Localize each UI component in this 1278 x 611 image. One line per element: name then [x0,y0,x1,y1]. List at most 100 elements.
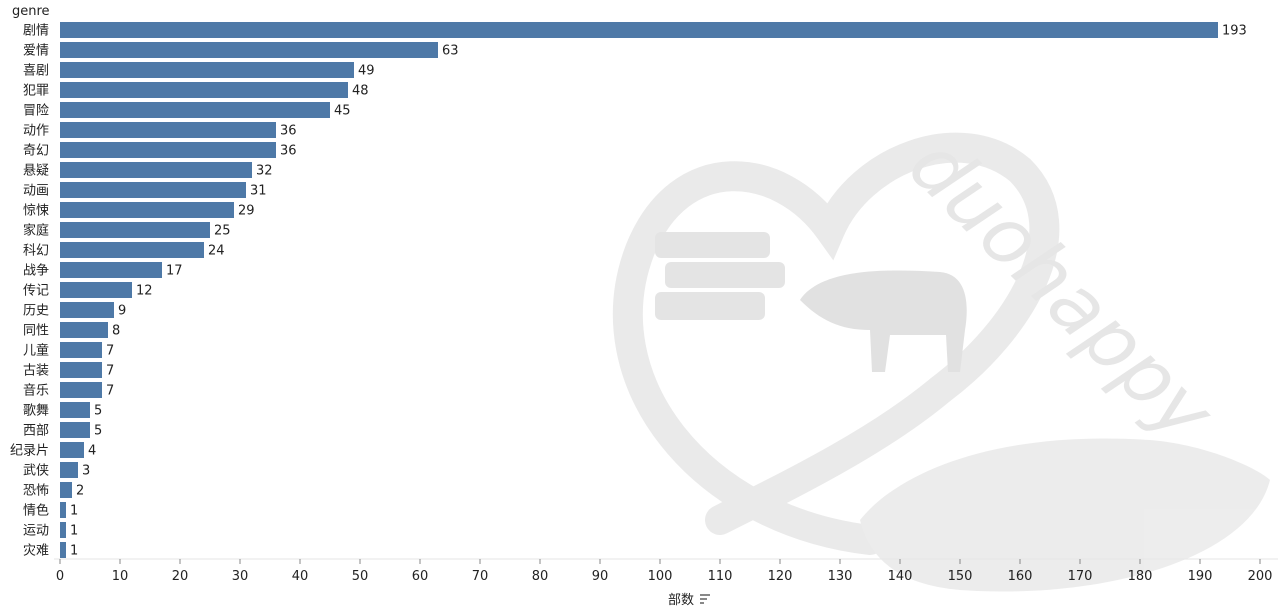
bar[interactable] [60,162,252,178]
x-tick-label: 60 [412,569,429,584]
x-tick-label: 70 [472,569,489,584]
category-label: 古装 [23,364,49,379]
category-label: 动画 [23,184,49,199]
value-label: 45 [334,104,351,119]
category-label: 喜剧 [23,64,49,79]
category-label: 灾难 [23,543,49,559]
value-label: 31 [250,184,267,199]
value-label: 2 [76,484,84,499]
category-label: 冒险 [23,104,49,119]
bar[interactable] [60,122,276,138]
value-label: 29 [238,204,255,219]
x-tick-label: 170 [1068,569,1093,584]
category-label: 儿童 [23,343,49,359]
category-label: 纪录片 [10,444,49,459]
category-label: 运动 [23,524,49,539]
bar[interactable] [60,302,114,318]
category-label: 动作 [23,124,49,139]
x-axis-title: 部数 [668,593,694,608]
x-axis: 0 10 20 30 40 50 60 70 80 90 100 110 120 130 140 150 160… [54,558,1278,584]
bar[interactable] [60,502,66,518]
bar[interactable] [60,182,246,198]
x-tick-label: 90 [592,569,609,584]
value-label: 36 [280,144,297,159]
category-label: 科幻 [23,244,49,259]
value-label: 63 [442,44,459,59]
value-label: 24 [208,244,225,259]
value-label: 8 [112,324,120,339]
value-label: 49 [358,64,375,79]
category-label: 音乐 [23,383,49,399]
value-label: 5 [94,424,102,439]
bar[interactable] [60,242,204,258]
value-label: 7 [106,364,114,379]
category-label: 战争 [23,264,49,279]
x-tick-label: 190 [1188,569,1213,584]
value-label: 7 [106,384,114,399]
bar[interactable] [60,402,90,418]
x-tick-label: 150 [948,569,973,584]
bar[interactable] [60,22,1218,38]
value-label: 36 [280,124,297,139]
value-label: 48 [352,84,369,99]
x-tick-label: 140 [888,569,913,584]
category-label: 惊悚 [23,204,49,219]
value-label: 17 [166,264,183,279]
x-tick-label: 30 [232,569,249,584]
category-label: 武侠 [23,464,49,479]
category-label: 犯罪 [23,84,49,99]
category-label: 爱情 [23,44,49,59]
x-tick-label: 120 [768,569,793,584]
bar[interactable] [60,342,102,358]
value-label: 32 [256,164,273,179]
x-tick-label: 20 [172,569,189,584]
category-label: 同性 [23,324,49,339]
x-tick-label: 50 [352,569,369,584]
sort-descending-icon[interactable] [700,594,710,604]
bar[interactable] [60,362,102,378]
bar[interactable] [60,142,276,158]
bar[interactable] [60,102,330,118]
x-tick-label: 110 [708,569,733,584]
x-tick-label: 80 [532,569,549,584]
x-axis-title-group: 部数 [668,593,710,608]
value-label: 25 [214,224,231,239]
bar[interactable] [60,522,66,538]
category-label: 恐怖 [23,483,49,499]
category-label: 传记 [23,284,49,299]
bar[interactable] [60,462,78,478]
bar[interactable] [60,282,132,298]
x-tick-label: 0 [56,569,64,584]
bar[interactable] [60,222,210,238]
watermark-logo: duohappy [612,120,1270,592]
x-tick-label: 160 [1008,569,1033,584]
x-tick-label: 10 [112,569,129,584]
category-label: 历史 [23,304,49,319]
bar[interactable] [60,542,66,558]
value-label: 9 [118,304,126,319]
category-label: 西部 [23,424,49,439]
x-tick-label: 40 [292,569,309,584]
bar[interactable] [60,422,90,438]
bar[interactable] [60,442,84,458]
category-label: 剧情 [23,24,49,39]
x-tick-label: 180 [1128,569,1153,584]
category-label: 家庭 [23,223,49,239]
value-label: 3 [82,464,90,479]
bar[interactable] [60,482,72,498]
value-label: 1 [70,504,78,519]
bar[interactable] [60,82,348,98]
bar[interactable] [60,62,354,78]
bar[interactable] [60,42,438,58]
bar[interactable] [60,382,102,398]
x-tick-label: 200 [1248,569,1273,584]
category-label: 奇幻 [23,143,49,159]
bar[interactable] [60,322,108,338]
value-label: 7 [106,344,114,359]
x-tick-label: 130 [828,569,853,584]
bar[interactable] [60,202,234,218]
bar[interactable] [60,262,162,278]
value-label: 5 [94,404,102,419]
